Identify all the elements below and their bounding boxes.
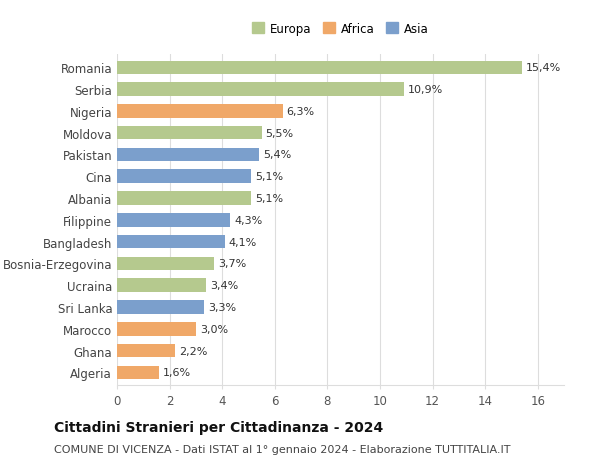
Bar bbox=[117, 301, 204, 314]
Text: 3,0%: 3,0% bbox=[200, 324, 228, 334]
Bar bbox=[117, 83, 404, 96]
Text: 5,4%: 5,4% bbox=[263, 150, 291, 160]
Bar bbox=[117, 344, 175, 358]
Bar bbox=[117, 192, 251, 205]
Legend: Europa, Africa, Asia: Europa, Africa, Asia bbox=[247, 18, 434, 40]
Bar bbox=[117, 279, 206, 292]
Text: 5,1%: 5,1% bbox=[255, 172, 283, 182]
Text: 4,1%: 4,1% bbox=[229, 237, 257, 247]
Bar bbox=[117, 322, 196, 336]
Text: COMUNE DI VICENZA - Dati ISTAT al 1° gennaio 2024 - Elaborazione TUTTITALIA.IT: COMUNE DI VICENZA - Dati ISTAT al 1° gen… bbox=[54, 444, 511, 454]
Bar bbox=[117, 235, 225, 249]
Bar bbox=[117, 127, 262, 140]
Bar bbox=[117, 62, 522, 75]
Text: Cittadini Stranieri per Cittadinanza - 2024: Cittadini Stranieri per Cittadinanza - 2… bbox=[54, 420, 383, 434]
Text: 5,5%: 5,5% bbox=[266, 129, 293, 138]
Bar bbox=[117, 170, 251, 184]
Bar bbox=[117, 213, 230, 227]
Bar bbox=[117, 366, 159, 379]
Text: 15,4%: 15,4% bbox=[526, 63, 561, 73]
Text: 3,3%: 3,3% bbox=[208, 302, 236, 312]
Text: 5,1%: 5,1% bbox=[255, 194, 283, 204]
Text: 6,3%: 6,3% bbox=[287, 106, 315, 117]
Text: 4,3%: 4,3% bbox=[234, 215, 262, 225]
Text: 2,2%: 2,2% bbox=[179, 346, 207, 356]
Bar bbox=[117, 148, 259, 162]
Bar bbox=[117, 105, 283, 118]
Text: 3,7%: 3,7% bbox=[218, 259, 247, 269]
Text: 10,9%: 10,9% bbox=[407, 85, 443, 95]
Bar bbox=[117, 257, 214, 270]
Text: 1,6%: 1,6% bbox=[163, 368, 191, 377]
Text: 3,4%: 3,4% bbox=[211, 280, 239, 291]
